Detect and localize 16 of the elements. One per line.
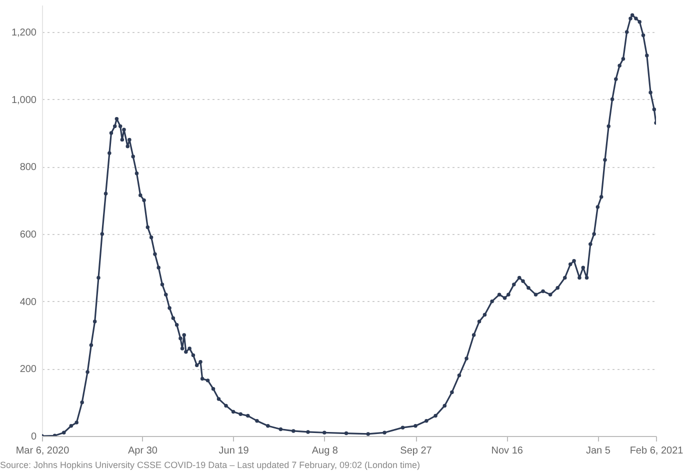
y-tick-label: 800	[20, 162, 37, 174]
source-note: Source: Johns Hopkins University CSSE COVID-19 Data – Last updated 7 February, 09:02 (London time)	[0, 460, 420, 470]
y-tick-label: 200	[20, 364, 37, 376]
x-tick-label: Mar 6, 2020	[16, 446, 70, 456]
y-tick-label: 1,000	[11, 94, 37, 106]
x-tick-label: Jan 5	[586, 446, 611, 456]
x-tick-label: Apr 30	[128, 446, 158, 456]
y-tick-label: 400	[20, 296, 37, 308]
y-tick-label: 600	[20, 229, 37, 240]
x-tick-label: Nov 16	[491, 446, 524, 456]
x-tick-label: Aug 8	[312, 446, 338, 456]
x-tick-label: Jun 19	[218, 446, 250, 456]
y-tick-label: 0	[30, 432, 37, 442]
x-tick-label: Feb 6, 2021	[630, 446, 684, 456]
x-tick-label: Sep 27	[400, 446, 432, 456]
y-tick-label: 1,200	[11, 27, 37, 38]
